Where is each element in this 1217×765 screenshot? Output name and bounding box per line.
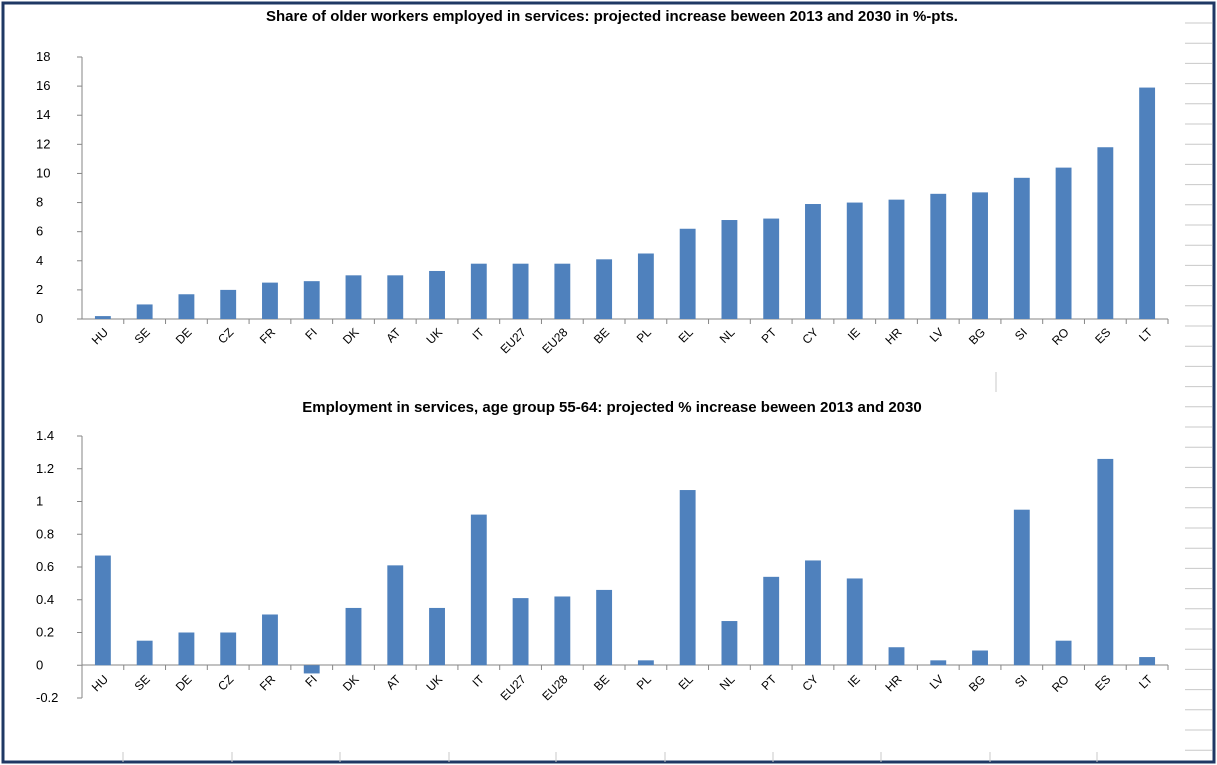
y-tick-label: 12 (36, 136, 50, 151)
bar-pt (763, 576, 780, 666)
bar-eu27 (512, 263, 529, 319)
bar-uk (429, 270, 445, 319)
chart-top-title: Share of older workers employed in servi… (266, 8, 958, 25)
y-tick-label: 4 (36, 253, 43, 268)
bar-fr (262, 614, 278, 666)
chart-top: Share of older workers employed in servi… (9, 8, 1185, 368)
y-tick-label: 8 (36, 195, 43, 210)
y-tick-label: 10 (36, 165, 50, 180)
bar-dk (345, 607, 362, 666)
bar-lv (930, 660, 947, 666)
bar-bg (972, 192, 988, 319)
bar-si (1013, 177, 1030, 319)
chart-bottom-area (9, 392, 1185, 750)
bar-ie (846, 578, 863, 666)
bar-pl (637, 253, 654, 319)
bar-eu28 (554, 263, 571, 319)
bar-at (387, 275, 404, 319)
y-tick-label: 2 (36, 282, 43, 297)
y-tick-label: 14 (36, 107, 50, 122)
bar-de (178, 632, 195, 666)
y-tick-label: 0.4 (36, 592, 54, 607)
y-tick-label: 0.6 (36, 559, 54, 574)
bar-it (470, 514, 487, 666)
bar-ro (1055, 167, 1072, 319)
bar-pl (637, 660, 654, 666)
y-tick-label: 16 (36, 78, 50, 93)
bar-es (1097, 458, 1114, 666)
bar-nl (721, 621, 738, 666)
bar-uk (429, 607, 445, 666)
bar-bg (972, 650, 988, 666)
y-tick-label: 0 (36, 311, 43, 326)
bar-cz (220, 289, 237, 319)
bar-pt (763, 218, 780, 319)
bar-fi (303, 665, 320, 674)
bar-se (136, 640, 153, 666)
y-tick-label: 6 (36, 224, 43, 239)
bar-cy (805, 560, 821, 666)
bar-fr (262, 282, 278, 319)
bar-nl (721, 220, 738, 319)
bar-de (178, 294, 195, 319)
bar-hu (94, 316, 111, 319)
bar-es (1097, 147, 1114, 319)
bar-si (1013, 509, 1030, 666)
bar-cz (220, 632, 237, 666)
bar-lt (1139, 87, 1156, 319)
bar-hr (888, 199, 905, 319)
bar-it (470, 263, 487, 319)
y-tick-label: 0.8 (36, 526, 54, 541)
y-tick-label: 0 (36, 657, 43, 672)
bar-ro (1055, 640, 1072, 666)
y-tick-label: 1.4 (36, 428, 54, 443)
sheet-background-lines (122, 22, 1212, 762)
y-tick-label: 18 (36, 49, 50, 64)
bar-eu27 (512, 598, 529, 666)
bar-hr (888, 647, 905, 666)
bar-cy (805, 204, 821, 319)
chart-bottom-title: Employment in services, age group 55-64:… (302, 399, 921, 416)
bar-se (136, 304, 153, 319)
bar-fi (303, 281, 320, 319)
bar-be (596, 259, 613, 319)
bar-ie (846, 202, 863, 319)
y-tick-label: 0.2 (36, 625, 54, 640)
y-tick-label: 1.2 (36, 461, 54, 476)
bar-dk (345, 275, 362, 319)
bar-el (679, 490, 696, 666)
bar-hu (94, 555, 111, 666)
bar-lv (930, 193, 947, 319)
bar-lt (1139, 657, 1156, 666)
bar-at (387, 565, 404, 666)
bar-be (596, 589, 613, 666)
y-tick-label: -0.2 (36, 690, 58, 705)
bar-eu28 (554, 596, 571, 666)
bar-el (679, 228, 696, 319)
y-tick-label: 1 (36, 494, 43, 509)
chart-bottom: Employment in services, age group 55-64:… (9, 392, 1185, 750)
